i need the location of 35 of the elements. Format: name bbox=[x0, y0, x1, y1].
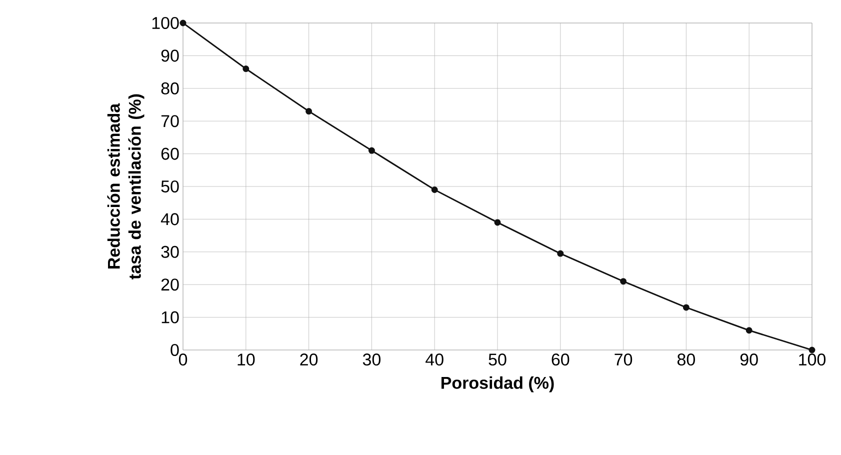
y-tick-label: 0 bbox=[170, 344, 179, 356]
point bbox=[682, 304, 690, 311]
point bbox=[242, 66, 250, 72]
point bbox=[808, 346, 816, 354]
x-tick-label: 0 bbox=[178, 354, 188, 366]
x-tick-label: 10 bbox=[238, 354, 255, 366]
x-tick-label: 20 bbox=[300, 354, 318, 366]
y-tick-label: 60 bbox=[161, 148, 179, 160]
x-tick-label: 90 bbox=[740, 354, 758, 366]
y-tick-label: 80 bbox=[161, 82, 179, 94]
y-tick-label: 100 bbox=[152, 16, 179, 30]
point bbox=[620, 278, 627, 285]
y-tick-label: 20 bbox=[161, 278, 179, 291]
x-tick-label: 50 bbox=[488, 354, 506, 366]
x-axis-title: Porosidad (%) bbox=[442, 376, 554, 392]
x-tick-label: 80 bbox=[677, 354, 695, 366]
point bbox=[557, 250, 564, 257]
x-tick-label: 60 bbox=[552, 354, 570, 366]
x-tick-label: 40 bbox=[426, 354, 444, 366]
point bbox=[306, 108, 312, 115]
y-tick-label: 30 bbox=[161, 246, 179, 258]
y-tick-label: 90 bbox=[161, 50, 179, 62]
point bbox=[368, 147, 375, 154]
point bbox=[746, 327, 752, 334]
point bbox=[431, 186, 438, 194]
y-tick-label: 50 bbox=[161, 180, 179, 193]
point bbox=[180, 20, 186, 26]
y-tick-label: 10 bbox=[162, 311, 179, 324]
x-tick-label: 100 bbox=[799, 354, 826, 366]
y-tick-label: 40 bbox=[160, 213, 179, 226]
x-tick-label: 30 bbox=[362, 354, 380, 366]
y-tick-label: 70 bbox=[161, 115, 179, 128]
point bbox=[494, 219, 501, 226]
x-tick-label: 70 bbox=[614, 354, 632, 366]
y-axis-title: Reducción estimada tasa de ventilación (%) bbox=[107, 94, 144, 280]
